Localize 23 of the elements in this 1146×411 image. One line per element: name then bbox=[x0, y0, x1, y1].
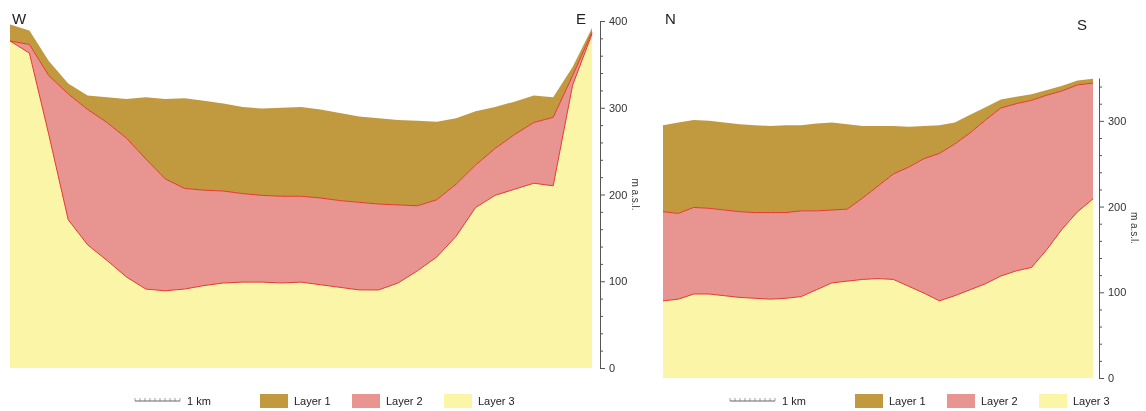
y-tick-label: 300 bbox=[609, 101, 628, 114]
y-tick-label: 0 bbox=[1108, 372, 1115, 385]
y-axis-title: m a.s.l. bbox=[630, 178, 641, 211]
y-tick-label: 400 bbox=[609, 15, 628, 28]
y-axis-title: m a.s.l. bbox=[1129, 211, 1140, 245]
text: N bbox=[665, 10, 676, 27]
y-tick-label: 200 bbox=[609, 188, 628, 201]
y-tick-label: 300 bbox=[1108, 114, 1127, 127]
y-tick-label: 100 bbox=[609, 275, 628, 288]
legend-label: Layer 1 bbox=[889, 395, 926, 407]
y-tick-label: 200 bbox=[1108, 200, 1127, 213]
y-tick-label: 100 bbox=[1108, 286, 1127, 299]
text: S bbox=[1076, 16, 1087, 33]
legend-label: Layer 2 bbox=[981, 395, 1018, 407]
annotation: E bbox=[575, 10, 586, 27]
legend-label: Layer 1 bbox=[294, 395, 331, 407]
legend-label: Layer 2 bbox=[386, 395, 423, 407]
text: 1 km bbox=[782, 395, 806, 407]
y-tick-label: 0 bbox=[609, 362, 616, 375]
legend-label: Layer 3 bbox=[1073, 395, 1110, 407]
annotation: W bbox=[12, 10, 27, 27]
legend-label: Layer 3 bbox=[478, 395, 515, 407]
text: 1 km bbox=[187, 395, 211, 407]
